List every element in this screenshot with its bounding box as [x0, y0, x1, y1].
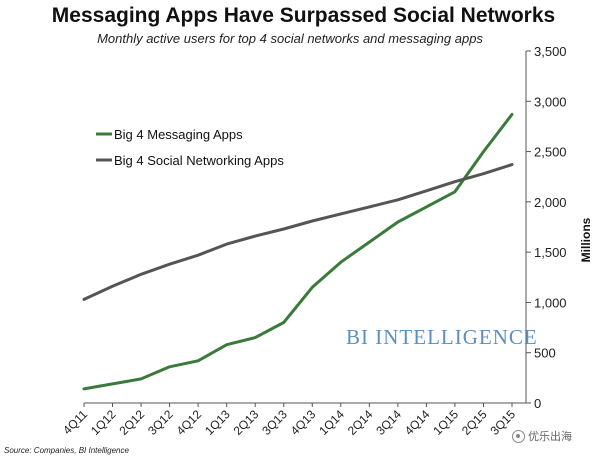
x-tick-label: 1Q14: [316, 407, 347, 438]
x-tick-label: 4Q14: [402, 407, 433, 438]
x-tick-label: 1Q12: [88, 407, 119, 438]
y-tick-label: 2,500: [534, 145, 567, 160]
x-tick-label: 3Q14: [373, 407, 404, 438]
series-line: [82, 112, 514, 391]
y-axis-label: Millions: [579, 217, 593, 262]
legend-label: Big 4 Messaging Apps: [114, 127, 243, 142]
watermark-text: 优乐出海: [528, 430, 572, 443]
legend: Big 4 Messaging Apps Big 4 Social Network…: [96, 127, 284, 168]
x-tick-label: 2Q13: [231, 407, 262, 438]
x-tick-label: 3Q12: [145, 407, 176, 438]
wechat-logo-icon: [512, 429, 525, 443]
x-tick-label: 3Q13: [259, 407, 290, 438]
x-tick-label: 2Q14: [345, 407, 376, 438]
brand-logo-text: BI INTELLIGENCE: [346, 325, 538, 349]
watermark: 优乐出海: [512, 428, 572, 444]
chart-subtitle: Monthly active users for top 4 social ne…: [97, 31, 483, 46]
y-tick-label: 1,000: [534, 295, 567, 310]
x-tick-label: 4Q11: [60, 407, 90, 437]
legend-label: Big 4 Social Networking Apps: [114, 153, 284, 168]
y-tick-label: 3,500: [534, 44, 567, 59]
y-tick-label: 1,500: [534, 245, 567, 260]
series-line: [82, 163, 514, 301]
x-tick-label: 2Q12: [117, 407, 148, 438]
series-lines: [82, 112, 514, 391]
x-tick-label: 2Q15: [459, 407, 490, 438]
x-axis: 4Q111Q122Q123Q124Q121Q132Q133Q134Q131Q14…: [60, 402, 526, 438]
x-tick-label: 4Q12: [174, 407, 205, 438]
chart-title: Messaging Apps Have Surpassed Social Net…: [51, 4, 556, 27]
y-tick-label: 0: [534, 396, 541, 411]
x-tick-label: 4Q13: [288, 407, 319, 438]
y-tick-label: 2,000: [534, 195, 567, 210]
x-tick-label: 1Q15: [430, 407, 461, 438]
x-tick-label: 1Q13: [202, 407, 233, 438]
y-tick-label: 3,000: [534, 94, 567, 109]
y-tick-label: 500: [534, 346, 556, 361]
source-note: Source: Companies, BI Intelligence: [4, 446, 129, 455]
y-axis: 0 500 1,000 1,500 2,000 2,500 3,000 3,500: [525, 44, 567, 411]
